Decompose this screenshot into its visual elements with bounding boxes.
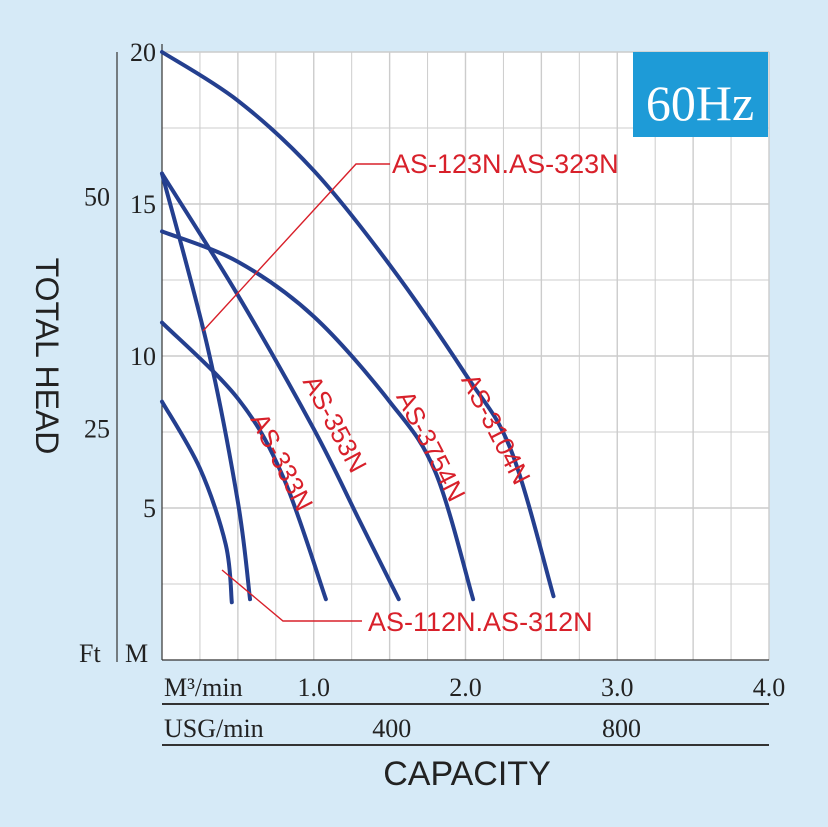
callout-label: AS-123N.AS-323N bbox=[392, 149, 619, 179]
curves bbox=[160, 50, 556, 605]
series-line bbox=[160, 320, 328, 602]
series-line bbox=[160, 171, 253, 602]
series-line bbox=[160, 399, 234, 605]
callout-leader bbox=[221, 569, 362, 622]
y-unit-secondary: Ft bbox=[79, 639, 101, 668]
x-tick-label: 1.0 bbox=[298, 673, 331, 702]
ft-tick-label: 25 bbox=[84, 414, 110, 443]
badge: 60Hz bbox=[633, 52, 768, 137]
usg-tick-label: 400 bbox=[372, 714, 411, 743]
axes: 1.0 2.0 3.0 4.0 400 800 5 10 15 20 25 50 bbox=[84, 38, 786, 746]
series-line bbox=[160, 171, 401, 602]
badge-background bbox=[633, 52, 768, 137]
y-tick-label: 10 bbox=[130, 342, 156, 371]
y-tick-label: 20 bbox=[130, 38, 156, 67]
series-line bbox=[160, 229, 476, 602]
x-tick-label: 2.0 bbox=[449, 673, 482, 702]
series-line bbox=[160, 50, 556, 599]
ft-tick-label: 50 bbox=[84, 183, 110, 212]
callout-leader bbox=[202, 163, 390, 332]
x-tick-label: 3.0 bbox=[601, 673, 634, 702]
x-axis-label: CAPACITY bbox=[383, 755, 551, 793]
x-unit-primary: M³/min bbox=[164, 673, 243, 702]
callout-label: AS-112N.AS-312N bbox=[368, 607, 593, 637]
badge-text: 60Hz bbox=[646, 75, 754, 131]
usg-tick-label: 800 bbox=[602, 714, 641, 743]
x-unit-secondary: USG/min bbox=[164, 714, 264, 743]
y-axis-label: TOTAL HEAD bbox=[29, 258, 65, 455]
y-tick-label: 15 bbox=[130, 190, 156, 219]
y-unit-primary: M bbox=[125, 639, 148, 668]
grid bbox=[162, 51, 770, 660]
x-tick-label: 4.0 bbox=[753, 673, 786, 702]
y-tick-label: 5 bbox=[143, 494, 156, 523]
